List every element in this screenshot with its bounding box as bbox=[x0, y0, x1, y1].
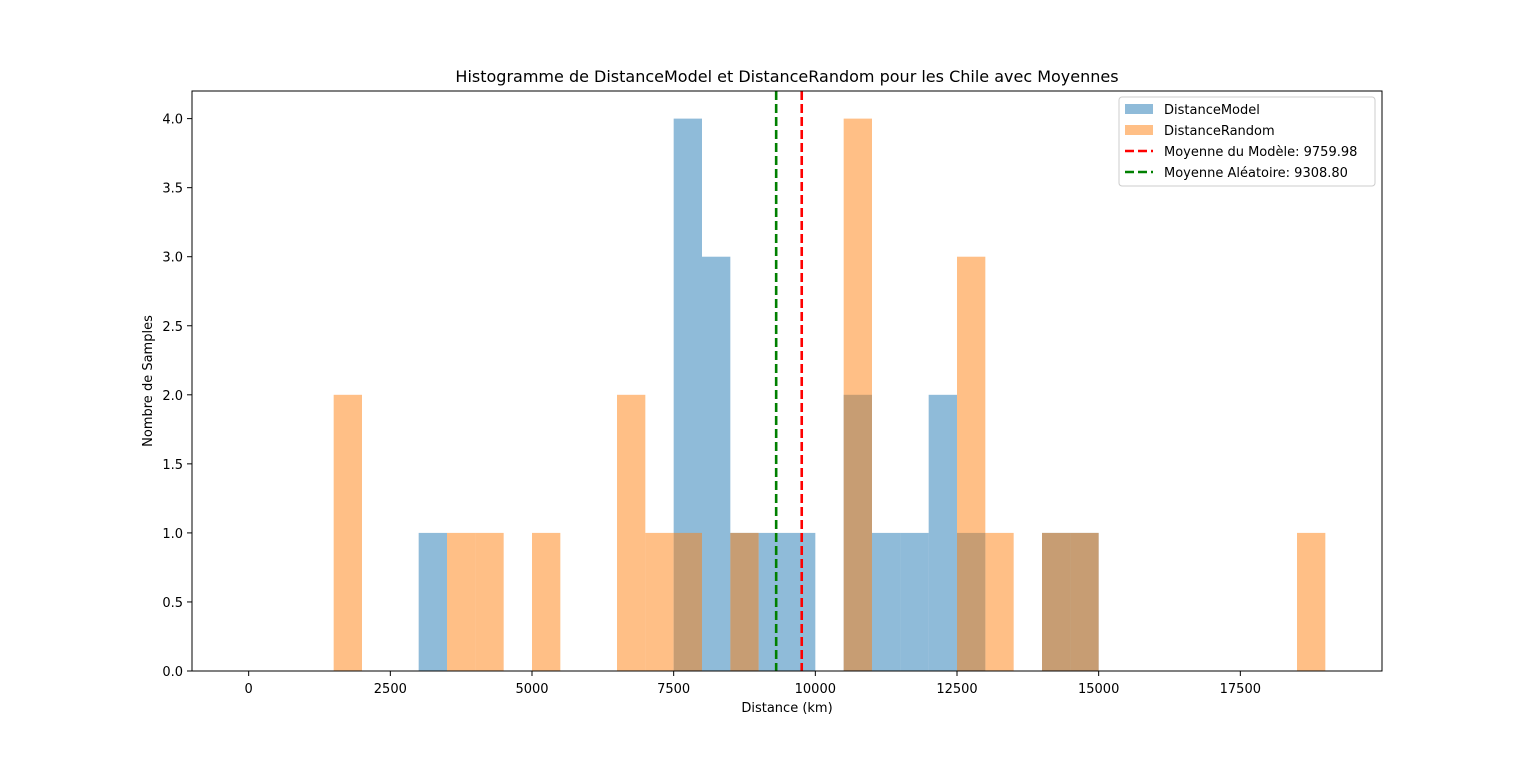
legend-swatch-0 bbox=[1125, 104, 1153, 114]
legend: DistanceModel DistanceRandom Moyenne du Mo… bbox=[1118, 96, 1376, 187]
x-tick-label-7: 17500 bbox=[1220, 682, 1261, 697]
bar-distancerandom-12 bbox=[1070, 532, 1099, 671]
bar-distancemodel-9 bbox=[928, 394, 957, 671]
legend-label-3: Moyenne Aléatoire: 9308.80 bbox=[1164, 166, 1348, 181]
y-tick-label-6: 3.0 bbox=[162, 251, 183, 266]
bar-distancerandom-13 bbox=[1297, 532, 1326, 671]
legend-swatch-1 bbox=[1125, 125, 1153, 135]
bar-distancerandom-0 bbox=[333, 394, 362, 671]
plot-frame bbox=[191, 90, 1383, 672]
y-tick-label-2: 1.0 bbox=[162, 527, 183, 542]
y-tick-label-7: 3.5 bbox=[162, 182, 183, 197]
bar-distancemodel-8 bbox=[900, 532, 929, 671]
y-tick-label-4: 2.0 bbox=[162, 389, 183, 404]
bar-distancemodel-4 bbox=[758, 532, 787, 671]
legend-label-2: Moyenne du Modèle: 9759.98 bbox=[1164, 145, 1357, 160]
legend-label-0: DistanceModel bbox=[1164, 103, 1260, 118]
x-tick-label-3: 7500 bbox=[657, 682, 690, 697]
x-tick-label-5: 12500 bbox=[936, 682, 977, 697]
bar-distancerandom-1 bbox=[447, 532, 476, 671]
x-axis-label: Distance (km) bbox=[741, 701, 832, 716]
bar-distancerandom-8 bbox=[843, 118, 872, 672]
y-axis-label: Nombre de Samples bbox=[141, 315, 156, 447]
bar-distancemodel-0 bbox=[418, 532, 447, 671]
legend-box bbox=[1118, 96, 1376, 187]
bar-distancemodel-2 bbox=[702, 256, 731, 671]
x-tick-label-2: 5000 bbox=[515, 682, 548, 697]
y-tick-label-5: 2.5 bbox=[162, 320, 183, 335]
x-tick-label-0: 0 bbox=[245, 682, 253, 697]
plot-area: 0 2500 5000 7500 10000 12500 15000 17500 0.0 0.5 1… bbox=[162, 90, 1383, 697]
x-tick-label-4: 10000 bbox=[795, 682, 836, 697]
bar-distancerandom-10 bbox=[985, 532, 1014, 671]
x-tick-label-1: 2500 bbox=[374, 682, 407, 697]
legend-label-1: DistanceRandom bbox=[1164, 124, 1275, 139]
bar-distancerandom-11 bbox=[1042, 532, 1071, 671]
bar-distancerandom-2 bbox=[475, 532, 504, 671]
bar-distancemodel-7 bbox=[872, 532, 901, 671]
y-tick-label-3: 1.5 bbox=[162, 458, 183, 473]
x-tick-label-6: 15000 bbox=[1078, 682, 1119, 697]
chart-title: Histogramme de DistanceModel et Distance… bbox=[455, 67, 1118, 86]
y-tick-label-8: 4.0 bbox=[162, 113, 183, 128]
y-tick-label-0: 0.0 bbox=[162, 665, 183, 680]
y-tick-label-1: 0.5 bbox=[162, 596, 183, 611]
bar-distancerandom-4 bbox=[617, 394, 646, 671]
bar-distancerandom-9 bbox=[957, 256, 986, 671]
bar-distancerandom-7 bbox=[730, 532, 759, 671]
bar-distancerandom-6 bbox=[673, 532, 702, 671]
bar-distancerandom-5 bbox=[645, 532, 674, 671]
bar-distancerandom-3 bbox=[532, 532, 561, 671]
